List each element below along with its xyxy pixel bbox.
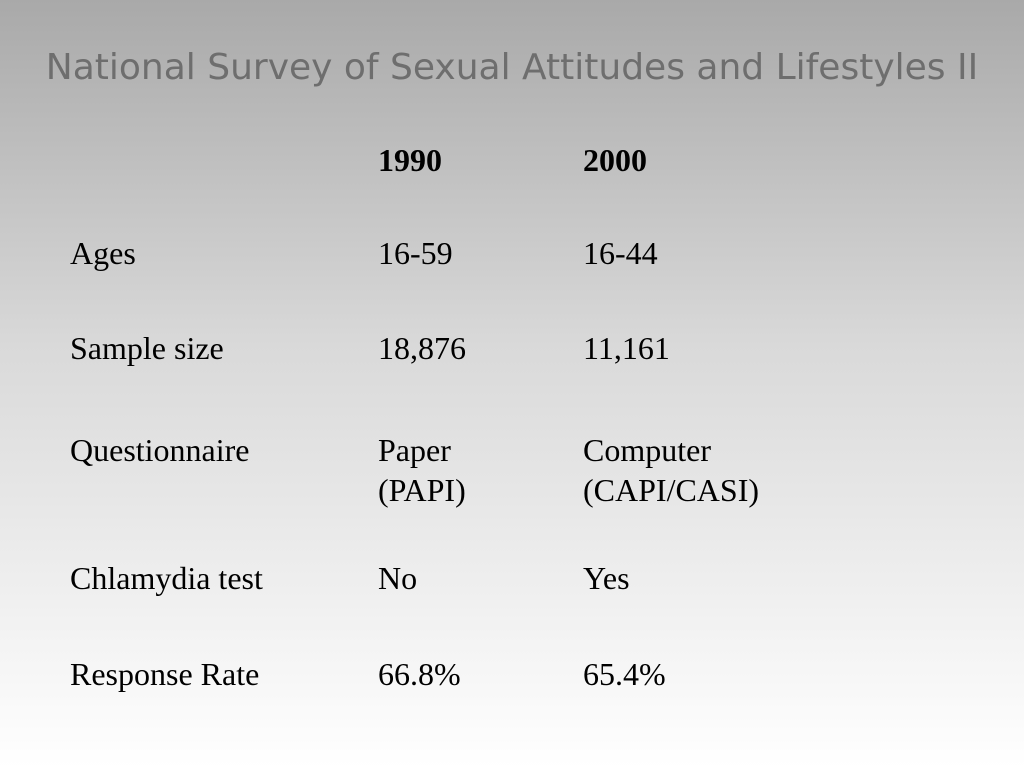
column-header-1990: 1990 [378, 142, 442, 178]
row-label-response-rate: Response Rate [70, 656, 260, 692]
cell-chlamydia-test-2000: Yes [583, 560, 630, 596]
cell-questionnaire-1990-line-2: (PAPI) [378, 472, 466, 508]
cell-response-rate-2000: 65.4% [583, 656, 666, 692]
cell-sample-size-2000: 11,161 [583, 330, 670, 366]
cell-questionnaire-1990-line-1: Paper [378, 432, 451, 468]
column-header-2000: 2000 [583, 142, 647, 178]
row-label-ages: Ages [70, 235, 136, 271]
cell-questionnaire-2000-line-2: (CAPI/CASI) [583, 472, 760, 508]
cell-ages-2000: 16-44 [583, 235, 658, 271]
cell-response-rate-1990: 66.8% [378, 656, 461, 692]
slide-title: National Survey of Sexual Attitudes and … [45, 47, 979, 88]
cell-chlamydia-test-1990: No [378, 560, 418, 596]
row-label-sample-size: Sample size [70, 330, 224, 366]
cell-questionnaire-1990: Paper (PAPI) [378, 430, 466, 510]
row-label-chlamydia-test: Chlamydia test [70, 560, 263, 596]
cell-questionnaire-2000-line-1: Computer [583, 432, 711, 468]
row-label-questionnaire: Questionnaire [70, 432, 250, 468]
cell-questionnaire-2000: Computer (CAPI/CASI) [583, 430, 759, 510]
cell-sample-size-1990: 18,876 [378, 330, 466, 366]
cell-ages-1990: 16-59 [378, 235, 453, 271]
